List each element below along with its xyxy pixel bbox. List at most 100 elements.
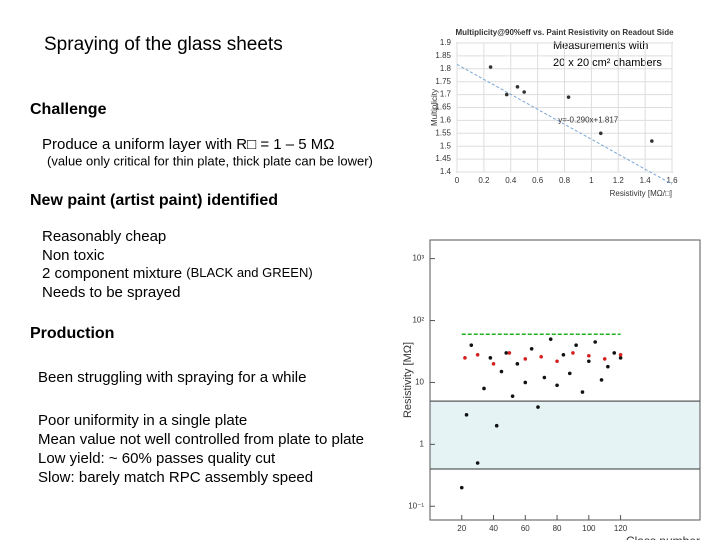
point [523, 357, 528, 361]
y-tick-label: 1.5 [440, 141, 452, 150]
y-tick-label: 10 [415, 378, 424, 387]
point [469, 343, 474, 347]
point [618, 356, 623, 360]
x-tick-label: 1.6 [666, 176, 678, 185]
point [566, 95, 571, 99]
x-tick-label: 0.4 [505, 176, 517, 185]
bullet: Non toxic [42, 247, 105, 264]
point [482, 386, 486, 391]
y-tick-label: 1.7 [440, 90, 452, 99]
bullet: Reasonably cheap [42, 228, 166, 245]
point [488, 356, 493, 360]
x-tick-label: 1 [589, 176, 594, 185]
bullet: Mean value not well controlled from plat… [38, 431, 364, 448]
y-tick-label: 1.45 [435, 154, 451, 163]
y-axis-label: Resistivity [MΩ] [402, 342, 414, 418]
x-tick-label: 0.2 [478, 176, 490, 185]
point [618, 352, 623, 357]
point [555, 359, 559, 364]
y-tick-label: 10³ [412, 254, 424, 263]
point [499, 369, 504, 374]
note: 20 x 20 cm² chambers [553, 57, 662, 69]
point [464, 413, 469, 417]
fit-label: y=-0.290x+1.817 [558, 116, 619, 125]
point [459, 485, 464, 490]
band [429, 400, 701, 470]
point [529, 346, 534, 351]
point [606, 364, 610, 369]
bullet: 2 component mixture (BLACK and GREEN) [42, 265, 313, 282]
x-tick-label: 80 [553, 524, 562, 533]
y-tick-label: 1.55 [435, 128, 451, 137]
point [475, 461, 480, 465]
x-tick-label: 40 [489, 524, 498, 533]
point [507, 351, 512, 355]
fit-line [456, 63, 673, 185]
point [494, 423, 499, 428]
point [580, 390, 585, 394]
point [574, 343, 578, 347]
bullet-part: (BLACK and GREEN) [186, 265, 312, 280]
point [587, 353, 591, 358]
y-tick-label: 1.4 [440, 167, 452, 176]
point [504, 351, 509, 355]
point [475, 352, 480, 357]
bullet: Needs to be sprayed [42, 284, 180, 301]
point [539, 354, 543, 359]
point [612, 351, 617, 355]
x-tick-label: 1.2 [613, 176, 625, 185]
bullet: Slow: barely match RPC assembly speed [38, 469, 313, 486]
chart-title: Multiplicity@90%eff vs. Paint Resistivit… [455, 28, 674, 37]
x-tick-label: 1.4 [640, 176, 652, 185]
point [522, 90, 526, 94]
y-tick-label: 10⁻¹ [408, 501, 424, 510]
heading: Challenge [30, 101, 107, 118]
bullet: Low yield: ~ 60% passes quality cut [38, 450, 276, 467]
x-axis-label: Resistivity [MΩ/□] [610, 189, 672, 198]
point [598, 131, 603, 136]
y-tick-label: 1.65 [435, 103, 451, 112]
y-tick-label: 1.6 [440, 116, 452, 125]
x-tick-label: 100 [582, 524, 596, 533]
y-tick-label: 1.75 [435, 77, 451, 86]
point [561, 352, 566, 357]
point [602, 357, 607, 361]
y-tick-label: 1 [420, 439, 425, 448]
point [567, 371, 572, 376]
heading: Production [30, 325, 114, 342]
point [491, 362, 496, 366]
y-tick-label: 1.8 [440, 64, 452, 73]
y-tick-label: 1.85 [435, 51, 451, 60]
x-tick-label: 60 [521, 524, 530, 533]
x-tick-label: 0.6 [532, 176, 544, 185]
bullet: Produce a uniform layer with R□ = 1 – 5 … [42, 136, 334, 153]
x-tick-label: 120 [614, 524, 628, 533]
bullet: Been struggling with spraying for a whil… [38, 369, 306, 386]
point [515, 85, 520, 89]
note: Measurements with [553, 40, 648, 52]
point [504, 92, 509, 97]
point [488, 65, 493, 69]
bullet-part: 2 component mixture [42, 265, 186, 282]
point [536, 405, 540, 409]
plot-frame [429, 239, 701, 521]
y-tick-label: 1.9 [440, 38, 452, 47]
point [593, 340, 597, 344]
x-tick-label: 20 [457, 524, 466, 533]
slide-title: Spraying of the glass sheets [44, 34, 283, 55]
point [463, 356, 467, 360]
point [650, 139, 654, 143]
point [599, 378, 604, 382]
bullet: (value only critical for thin plate, thi… [47, 153, 373, 168]
point [571, 351, 575, 355]
point [523, 380, 528, 385]
heading: New paint (artist paint) identified [30, 192, 278, 209]
point [542, 375, 547, 380]
y-axis-label: Multiplicity [430, 89, 439, 126]
point [510, 394, 515, 398]
point [587, 359, 591, 364]
bullet: Poor uniformity in a single plate [38, 412, 247, 429]
x-tick-label: 0 [455, 176, 460, 185]
